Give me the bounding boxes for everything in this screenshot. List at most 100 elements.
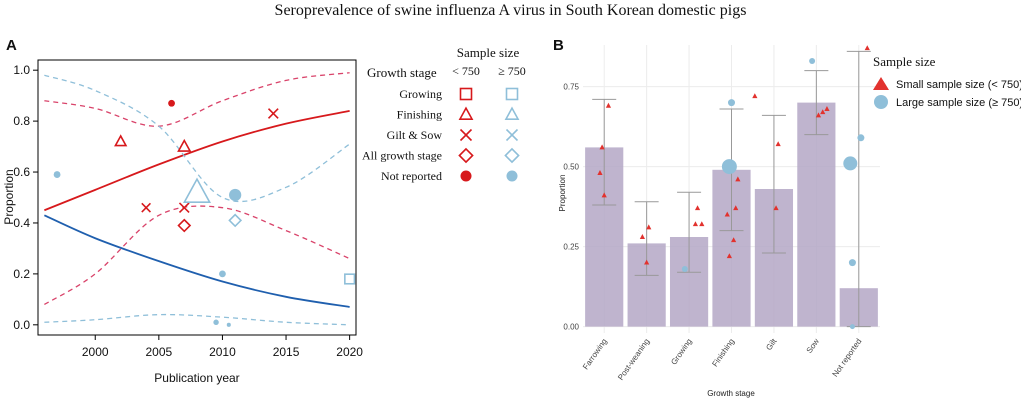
legend-small-square-icon <box>459 87 473 101</box>
small-sample-triangle <box>699 221 705 227</box>
panel-b: B 0.00 0.25 0.50 0.75 Farrowing Post-weaning… <box>553 37 1021 398</box>
panel-b-y-axis: 0.00 0.25 0.50 0.75 <box>563 83 579 332</box>
panel-a-legend: Growth stage Sample size < 750 ≥ 750 Gro… <box>362 45 526 183</box>
legend-small-diamond-icon <box>458 147 474 164</box>
legend-large-circle-icon-shape <box>506 170 518 182</box>
legend-label-triangle: Finishing <box>397 108 442 122</box>
large-sample-point-shape <box>53 171 61 178</box>
large-sample-point-shape <box>229 188 242 202</box>
x-tick-label: Gilt <box>764 336 779 352</box>
x-tick-label: Farrowing <box>581 337 609 371</box>
x-tick-label: 2015 <box>273 345 300 359</box>
small-sample-triangle <box>733 205 739 211</box>
legend-small-cross-icon <box>459 128 473 142</box>
legend-label-diamond: All growth stage <box>362 149 442 163</box>
x-tick-label: 2020 <box>336 345 363 359</box>
panel-a-y-label: Proportion <box>2 169 16 224</box>
large-sample-point-shape <box>226 322 231 327</box>
legend-title-sample-size: Sample size <box>873 54 936 69</box>
legend-small-triangle-icon <box>873 77 889 90</box>
small-sample-triangle <box>824 106 830 111</box>
legend-entry-label: Large sample size (≥ 750) <box>896 97 1021 109</box>
panel-b-points <box>597 45 870 330</box>
small-sample-triangle <box>599 144 605 150</box>
x-tick-label: Not reported <box>831 337 864 379</box>
y-tick-label: 0.75 <box>563 83 579 92</box>
small-sample-triangle <box>773 205 779 211</box>
y-tick-label: 0.2 <box>13 267 30 281</box>
small-sample-triangle <box>646 224 652 230</box>
legend-label-square: Growing <box>399 87 442 101</box>
small-sample-triangle <box>605 102 612 108</box>
large-sample-point <box>344 273 356 285</box>
large-sample-point <box>229 188 242 202</box>
panel-a-points <box>53 99 356 327</box>
bar-sow <box>797 102 836 327</box>
panel-a-plot-frame <box>37 59 357 336</box>
small-sample-triangle <box>752 93 758 99</box>
legend-large-diamond-icon-shape <box>504 147 520 164</box>
small-sample-triangle <box>724 211 730 217</box>
large-sample-point <box>219 270 226 278</box>
large-sample-point <box>228 213 243 228</box>
panel-a-x-label: Publication year <box>154 371 239 385</box>
x-tick-label: Growing <box>669 337 693 367</box>
legend-large-cross-icon <box>505 128 519 142</box>
legend-large-square-icon <box>505 87 519 101</box>
large-sample-circle <box>728 99 735 107</box>
legend-entry-label: Small sample size (< 750) <box>896 79 1021 91</box>
small-sample-triangle <box>639 234 645 239</box>
y-tick-label: 0.4 <box>13 216 30 230</box>
legend-small-diamond-icon-shape <box>458 147 474 164</box>
small-sample-triangle <box>864 45 870 51</box>
y-tick-label: 0.00 <box>563 323 579 332</box>
small-sample-point <box>168 99 175 107</box>
small-sample-point-stroke-2 <box>141 202 152 213</box>
small-sample-triangle <box>694 205 701 211</box>
large-sample-circle <box>809 58 816 64</box>
legend-small-triangle-icon-shape <box>458 106 474 120</box>
large-sample-point-shape <box>219 270 226 278</box>
small-sample-triangle <box>775 141 781 147</box>
x-tick-label: 2010 <box>209 345 236 359</box>
large-sample-circle <box>857 134 865 142</box>
legend-col-small: < 750 <box>452 64 480 78</box>
large-sample-circle <box>721 159 737 175</box>
panel-a-x-axis: 2000 2005 2010 2015 2020 <box>82 335 363 359</box>
small-sample-point <box>177 218 192 233</box>
large-sample-point <box>213 319 219 325</box>
y-tick-label: 1.0 <box>13 63 30 77</box>
panel-a-y-axis: 0.0 0.2 0.4 0.6 0.8 1.0 <box>13 63 38 332</box>
x-tick-label: 2000 <box>82 345 109 359</box>
blue-fit-line <box>43 214 350 308</box>
small-sample-triangle <box>815 112 822 118</box>
small-sample-point-shape <box>114 134 128 147</box>
small-sample-triangle <box>692 221 699 227</box>
small-sample-triangle <box>601 192 607 198</box>
small-sample-point-stroke-2 <box>267 108 279 119</box>
large-sample-point <box>226 322 231 327</box>
red-fit-line <box>44 110 350 212</box>
large-sample-circle <box>848 259 856 267</box>
large-sample-point-shape <box>182 177 212 203</box>
small-sample-point-shape <box>168 99 175 107</box>
red-ci-lower <box>44 205 350 306</box>
legend-large-triangle-icon <box>504 106 520 120</box>
panel-b-x-axis: Farrowing Post-weaning Growing Finishing Gil… <box>581 336 863 382</box>
figure-title: Seroprevalence of swine influenza A viru… <box>274 2 747 19</box>
y-tick-label: 0.50 <box>563 163 579 172</box>
y-tick-label: 0.6 <box>13 165 30 179</box>
legend-large-cross-icon-stroke-2 <box>505 128 519 142</box>
small-sample-triangle <box>820 109 826 115</box>
small-sample-point <box>267 108 279 119</box>
legend-small-triangle-icon <box>458 106 474 120</box>
legend-label-circle: Not reported <box>381 169 442 183</box>
large-sample-circle <box>849 324 855 330</box>
legend-title-growth-stage: Growth stage <box>367 65 437 80</box>
small-sample-triangle <box>597 170 603 175</box>
legend-large-diamond-icon <box>504 147 520 164</box>
panel-b-y-label: Proportion <box>558 175 567 212</box>
legend-small-cross-icon-stroke-2 <box>459 128 473 142</box>
legend-col-large: ≥ 750 <box>498 64 526 78</box>
